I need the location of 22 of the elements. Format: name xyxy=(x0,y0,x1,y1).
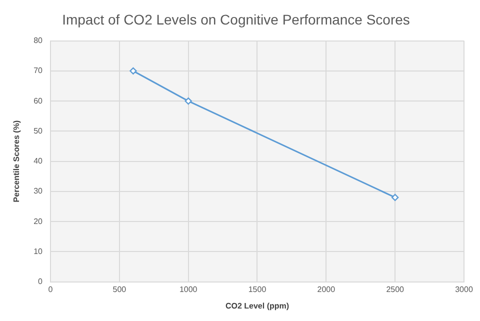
y-tick-label: 30 xyxy=(34,186,44,196)
y-tick-label: 70 xyxy=(34,66,44,76)
x-tick-label: 2500 xyxy=(386,284,405,294)
y-tick-label: 60 xyxy=(34,96,44,106)
x-tick-label: 1000 xyxy=(179,284,198,294)
x-tick-label: 2000 xyxy=(317,284,336,294)
x-axis-title: CO2 Level (ppm) xyxy=(225,301,290,310)
y-tick-label: 40 xyxy=(34,156,44,166)
y-tick-label: 10 xyxy=(34,246,44,256)
point xyxy=(184,97,192,105)
y-tick-label: 0 xyxy=(38,277,44,286)
point xyxy=(130,67,137,75)
y-tick-label: 20 xyxy=(34,216,44,226)
x-tick-label: 3000 xyxy=(455,284,474,294)
point xyxy=(391,194,399,202)
y-tick-label: 50 xyxy=(34,126,44,136)
y-tick-label: 80 xyxy=(34,36,44,46)
x-tick-label: 0 xyxy=(48,284,54,294)
x-tick-label: 1500 xyxy=(248,284,267,294)
chart-title: Impact of CO2 Levels on Cognitive Performance Scores xyxy=(62,11,410,28)
x-tick-label: 500 xyxy=(112,284,127,294)
y-axis-title: Percentile Scores (%) xyxy=(12,120,22,202)
